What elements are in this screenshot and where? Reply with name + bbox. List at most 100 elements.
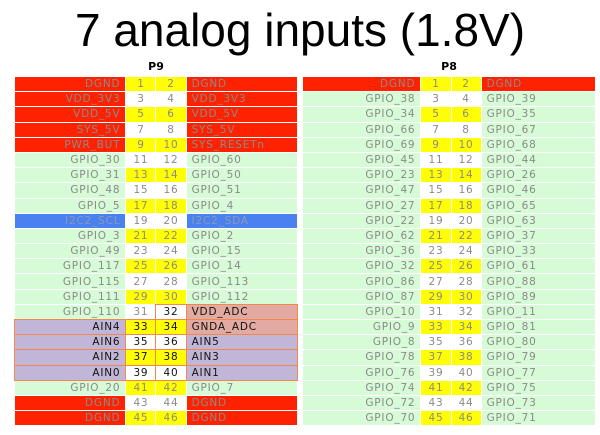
pin-row: GPIO_38 3 4 GPIO_39 — [303, 92, 595, 107]
pin-number: 39 — [125, 364, 157, 381]
pin-number: 10 — [451, 137, 481, 152]
pin-label-right: GPIO_7 — [186, 380, 297, 395]
pin-number: 7 — [421, 122, 451, 137]
pin-row: GPIO_20 41 42 GPIO_7 — [15, 380, 297, 395]
pin-label-right: GPIO_65 — [481, 198, 595, 213]
pin-number: 11 — [126, 152, 156, 168]
pin-number: 23 — [126, 244, 156, 259]
pin-row: DGND 45 46 DGND — [15, 411, 297, 426]
pin-number: 35 — [125, 334, 157, 351]
pin-row: GPIO_3 21 22 GPIO_2 — [15, 228, 297, 244]
pin-row: GPIO_78 37 38 GPIO_79 — [303, 350, 595, 365]
pin-label-right: GPIO_33 — [481, 244, 595, 259]
pin-row: DGND 1 2 DGND — [15, 77, 297, 92]
pin-number: 40 — [451, 365, 481, 380]
pin-number: 16 — [156, 183, 186, 198]
pin-label-left: GPIO_49 — [15, 244, 126, 259]
p9-pin-table: DGND 1 2 DGND VDD_3V3 3 4 VDD_3V3 VDD_5V 5 6 VDD_5V… — [13, 76, 299, 426]
pin-number: 29 — [421, 289, 451, 304]
pin-label-right: GPIO_35 — [481, 107, 595, 122]
pin-number: 44 — [156, 395, 186, 411]
pin-number: 29 — [126, 289, 156, 304]
pin-number: 46 — [156, 411, 186, 426]
pin-label-left: GPIO_22 — [303, 213, 421, 228]
pin-label-right: GPIO_46 — [481, 183, 595, 198]
p9-header-label: P9 — [148, 60, 164, 73]
pin-label-left: GPIO_5 — [15, 198, 126, 213]
pin-label-left: GPIO_117 — [15, 259, 126, 274]
pin-label-right: GPIO_37 — [481, 228, 595, 244]
pin-number: 43 — [421, 395, 451, 411]
pin-row: SYS_5V 7 8 SYS_5V — [15, 122, 297, 137]
pin-row: DGND 1 2 DGND — [303, 77, 595, 92]
pin-number: 4 — [451, 92, 481, 107]
pin-row: AIN6 35 36 AIN5 — [13, 334, 299, 351]
pin-number: 41 — [126, 380, 156, 395]
pin-label-left: GPIO_10 — [303, 304, 421, 319]
pin-row: GPIO_74 41 42 GPIO_75 — [303, 380, 595, 395]
pin-label-right: GPIO_80 — [481, 335, 595, 350]
pin-label-left: GPIO_20 — [15, 380, 126, 395]
pin-row: GPIO_47 15 16 GPIO_46 — [303, 183, 595, 198]
pin-label-right: GPIO_79 — [481, 350, 595, 365]
pin-label-left: GPIO_66 — [303, 122, 421, 137]
pin-number: 10 — [156, 137, 186, 152]
pin-number: 32 — [451, 304, 481, 319]
pin-row: GPIO_66 7 8 GPIO_67 — [303, 122, 595, 137]
pin-number: 5 — [126, 107, 156, 122]
pin-row: GPIO_70 45 46 GPIO_71 — [303, 411, 595, 426]
pin-label-right: GPIO_26 — [481, 168, 595, 183]
pin-label-left: GPIO_34 — [303, 107, 421, 122]
pin-number: 9 — [421, 137, 451, 152]
pin-label-right: GPIO_50 — [186, 168, 297, 183]
pin-row: AIN4 33 34 GNDA_ADC — [13, 318, 299, 336]
pin-number: 40 — [155, 364, 187, 381]
pin-label-right: AIN1 — [185, 364, 299, 381]
pin-number: 7 — [126, 122, 156, 137]
pin-row: GPIO_45 11 12 GPIO_44 — [303, 152, 595, 168]
pin-label-left: GPIO_115 — [15, 274, 126, 289]
pin-row: GPIO_111 29 30 GPIO_112 — [15, 289, 297, 304]
pin-label-right: AIN5 — [185, 334, 299, 351]
pin-label-right: GPIO_60 — [186, 152, 297, 168]
p8-pin-table: DGND 1 2 DGND GPIO_38 3 4 GPIO_39 GPIO_34 5 6 GPIO_… — [302, 76, 596, 426]
pin-number: 13 — [126, 168, 156, 183]
pin-number: 38 — [451, 350, 481, 365]
pin-label-right: SYS_5V — [186, 122, 297, 137]
pin-number: 18 — [451, 198, 481, 213]
pin-label-right: GPIO_68 — [481, 137, 595, 152]
pin-label-right: GPIO_51 — [186, 183, 297, 198]
pin-label-right: GPIO_89 — [481, 289, 595, 304]
pin-number: 34 — [451, 320, 481, 335]
pin-label-left: AIN6 — [13, 334, 127, 351]
pin-label-left: AIN2 — [13, 349, 127, 366]
pin-number: 17 — [126, 198, 156, 213]
pin-number: 41 — [421, 380, 451, 395]
pin-number: 20 — [451, 213, 481, 228]
pin-row: GPIO_49 23 24 GPIO_15 — [15, 244, 297, 259]
pin-number: 15 — [126, 183, 156, 198]
pin-label-left: GPIO_27 — [303, 198, 421, 213]
pin-number: 30 — [156, 289, 186, 304]
pin-row: GPIO_30 11 12 GPIO_60 — [15, 152, 297, 168]
pin-number: 14 — [451, 168, 481, 183]
pin-number: 24 — [451, 244, 481, 259]
pin-label-left: SYS_5V — [15, 122, 126, 137]
pin-number: 17 — [421, 198, 451, 213]
pin-label-left: GPIO_62 — [303, 228, 421, 244]
pin-label-right: GPIO_2 — [186, 228, 297, 244]
pin-number: 31 — [126, 304, 156, 319]
pin-number: 31 — [421, 304, 451, 319]
pin-number: 18 — [156, 198, 186, 213]
pin-row: GPIO_22 19 20 GPIO_63 — [303, 213, 595, 228]
pin-label-right: DGND — [186, 411, 297, 426]
pin-number: 26 — [156, 259, 186, 274]
pin-label-right: GPIO_77 — [481, 365, 595, 380]
pin-label-left: GPIO_45 — [303, 152, 421, 168]
pin-number: 4 — [156, 92, 186, 107]
pin-label-right: I2C2_SDA — [186, 213, 297, 228]
p8-header-label: P8 — [441, 60, 457, 73]
pin-number: 45 — [126, 411, 156, 426]
pin-number: 8 — [156, 122, 186, 137]
pin-number: 25 — [421, 259, 451, 274]
